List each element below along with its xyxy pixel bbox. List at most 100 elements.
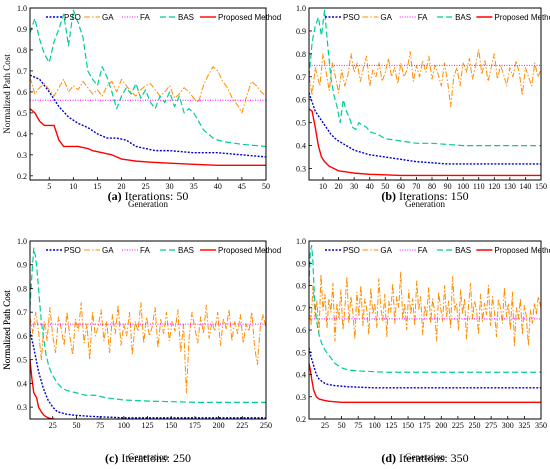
x-axis-label: Generation — [405, 452, 445, 462]
x-tick-label: 200 — [435, 421, 447, 430]
y-tick-label: 0.8 — [17, 46, 27, 55]
y-tick-label: 0.2 — [17, 172, 27, 181]
series-line-pm — [309, 363, 541, 404]
legend-label-pso: PSO — [64, 246, 81, 255]
x-tick-label: 140 — [519, 182, 531, 191]
legend: PSO GA FA BAS Proposed Method — [46, 246, 281, 255]
series-line-ga — [309, 48, 541, 108]
x-tick-label: 130 — [504, 182, 516, 191]
series-line-bas — [309, 9, 541, 147]
y-tick-label: 0.4 — [296, 142, 306, 151]
x-tick-label: 75 — [354, 421, 362, 430]
legend-label-pso: PSO — [343, 246, 360, 255]
panel-caption-letter: (d) — [381, 451, 396, 465]
y-tick-label: 0.7 — [17, 67, 27, 76]
chart-panel-c: 25 50 75 100 125 150 175 200 225 250 0.3 0.4 0.5 0.6 0… — [2, 237, 281, 465]
x-tick-label: 125 — [142, 421, 154, 430]
x-tick-label: 175 — [419, 421, 431, 430]
x-tick-label: 25 — [142, 182, 150, 191]
legend-label-bas: BAS — [178, 13, 194, 22]
x-tick-label: 275 — [485, 421, 497, 430]
panel-caption-text: Iterations: 250 — [118, 451, 191, 465]
series-line-ga — [30, 66, 266, 114]
y-tick-label: 0.6 — [296, 326, 306, 335]
legend-label-fa: FA — [140, 246, 150, 255]
series-line-bas — [30, 247, 266, 403]
x-tick-label: 125 — [385, 421, 397, 430]
x-tick-label: 225 — [236, 421, 248, 430]
y-tick-label: 0.5 — [296, 348, 306, 357]
y-tick-label: 0.8 — [17, 284, 27, 293]
x-tick-label: 100 — [118, 421, 130, 430]
panel-caption-text: Iterations: 150 — [396, 189, 469, 203]
x-tick-label: 50 — [381, 182, 389, 191]
x-tick-label: 10 — [69, 182, 77, 191]
panel-caption-letter: (b) — [381, 189, 396, 203]
y-tick-label: 0.4 — [17, 379, 27, 388]
legend-label-pso: PSO — [343, 13, 360, 22]
y-tick-label: 1.0 — [17, 4, 27, 13]
panel-caption-letter: (a) — [108, 189, 122, 203]
x-tick-label: 120 — [488, 182, 500, 191]
x-tick-label: 100 — [369, 421, 381, 430]
chart-panel-d: 25 50 75 100 125 150 175 200 225 250 275 300 325 350 0… — [2, 237, 550, 465]
legend-label-fa: FA — [418, 13, 428, 22]
y-tick-label: 0.3 — [17, 403, 27, 412]
series-line-pso — [30, 74, 266, 158]
y-tick-label: 1.0 — [17, 237, 27, 246]
x-tick-label: 5 — [47, 182, 51, 191]
x-tick-label: 40 — [214, 182, 222, 191]
x-tick-label: 10 — [319, 182, 327, 191]
y-tick-label: 0.3 — [296, 393, 306, 402]
series-line-bas — [30, 9, 266, 148]
legend: PSO GA FA BAS Proposed Method — [325, 13, 550, 22]
y-tick-label: 0.5 — [296, 119, 306, 128]
series-group — [30, 247, 266, 419]
series-line-bas — [309, 244, 541, 373]
y-tick-label: 0.7 — [17, 308, 27, 317]
y-tick-label: 0.8 — [296, 282, 306, 291]
y-tick-label: 0.7 — [296, 304, 306, 313]
x-tick-label: 50 — [338, 421, 346, 430]
y-tick-label: 0.4 — [296, 371, 306, 380]
y-tick-label: 0.6 — [17, 88, 27, 97]
x-tick-label: 50 — [262, 182, 270, 191]
y-tick-label: 0.3 — [17, 151, 27, 160]
y-axis-label: Normalized Path Cost — [2, 54, 12, 134]
legend-label-fa: FA — [140, 13, 150, 22]
legend-label-bas: BAS — [455, 13, 471, 22]
x-tick-label: 40 — [366, 182, 374, 191]
legend-label-fa: FA — [418, 246, 428, 255]
y-axis-label: Normalized Path Cost — [2, 290, 12, 370]
y-tick-label: 0.9 — [296, 27, 306, 36]
x-tick-label: 25 — [49, 421, 57, 430]
panel-caption: (d) Iterations: 350 — [381, 451, 468, 465]
legend-label-pm: Proposed Method — [218, 13, 281, 22]
y-axis-label: Normalized Path Cost — [2, 290, 12, 370]
legend-label-bas: BAS — [178, 246, 194, 255]
x-axis-label: Generation — [128, 199, 168, 209]
x-tick-label: 175 — [189, 421, 201, 430]
x-tick-label: 50 — [72, 421, 80, 430]
y-tick-label: 0.6 — [296, 96, 306, 105]
panel-caption-text: Iterations: 350 — [396, 451, 469, 465]
x-tick-label: 80 — [428, 182, 436, 191]
x-tick-label: 150 — [535, 182, 547, 191]
series-group — [30, 9, 266, 167]
x-tick-label: 45 — [238, 182, 246, 191]
series-line-pm — [30, 359, 62, 419]
x-tick-label: 20 — [118, 182, 126, 191]
x-tick-label: 15 — [93, 182, 101, 191]
x-tick-label: 150 — [402, 421, 414, 430]
x-tick-label: 350 — [535, 421, 547, 430]
x-tick-label: 100 — [457, 182, 469, 191]
x-tick-label: 250 — [469, 421, 481, 430]
y-tick-label: 0.6 — [17, 332, 27, 341]
x-tick-label: 35 — [190, 182, 198, 191]
chart-panel-b: 10 20 30 40 50 60 70 80 90 100 110 120 130 140 1500.30… — [296, 4, 550, 209]
y-tick-label: 0.9 — [17, 261, 27, 270]
legend-label-pm: Proposed Method — [494, 13, 550, 22]
legend-label-bas: BAS — [455, 246, 471, 255]
x-tick-label: 110 — [473, 182, 485, 191]
